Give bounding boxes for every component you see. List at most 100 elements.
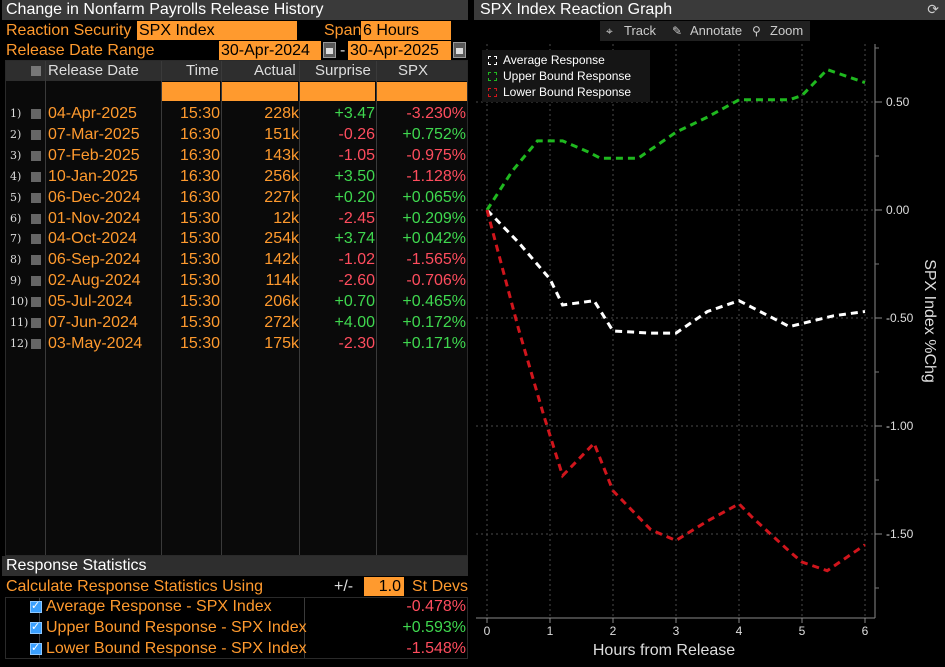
row-checkbox[interactable] — [31, 318, 41, 328]
checkbox-lower-bound[interactable] — [30, 641, 42, 655]
actual-cell: 12k — [273, 209, 299, 227]
table-row[interactable]: 7) 04-Oct-2024 15:30 254k +3.74 +0.042% — [6, 228, 467, 249]
row-checkbox[interactable] — [31, 150, 41, 161]
x-axis-label: Hours from Release — [593, 642, 735, 659]
time-cell: 15:30 — [180, 272, 221, 290]
zoom-button[interactable]: Zoom — [770, 23, 804, 38]
track-button[interactable]: Track — [624, 23, 657, 38]
table-row[interactable]: 4) 10-Jan-2025 16:30 256k +3.50 -1.128% — [6, 166, 467, 187]
spx-chg-cell: +0.171% — [402, 334, 466, 352]
stat-value-average: -0.478% — [406, 598, 466, 615]
release-table: Release Date Time Actual Surprise SPX %C… — [5, 60, 468, 556]
spx-chg-cell: +0.042% — [402, 230, 466, 248]
row-index: 12) — [10, 336, 29, 350]
spx-chg-cell: -1.565% — [406, 251, 466, 269]
actual-cell: 272k — [264, 314, 299, 331]
filter-spx-chg[interactable] — [377, 82, 467, 101]
table-row[interactable]: 8) 06-Sep-2024 15:30 142k -1.02 -1.565% — [6, 249, 467, 270]
row-checkbox[interactable] — [31, 109, 41, 119]
table-row[interactable]: 10) 05-Jul-2024 15:30 206k +0.70 +0.465% — [6, 291, 467, 312]
row-checkbox[interactable] — [31, 255, 41, 266]
y-tick-label: -1.50 — [886, 527, 914, 541]
y-tick-label: -0.50 — [886, 311, 914, 325]
stat-label-average: Average Response - SPX Index — [46, 598, 272, 615]
time-cell: 16:30 — [180, 188, 221, 206]
surprise-cell: -1.02 — [338, 251, 375, 269]
x-tick-label: 4 — [736, 624, 743, 638]
time-cell: 15:30 — [180, 230, 221, 248]
release-date-cell: 07-Mar-2025 — [48, 125, 140, 143]
release-history-panel: Change in Nonfarm Payrolls Release Histo… — [0, 0, 470, 667]
column-header-surprise[interactable]: Surprise — [315, 62, 371, 79]
spx-chg-cell: -0.975% — [406, 146, 466, 164]
column-header-time[interactable]: Time — [186, 62, 219, 79]
release-date-cell: 02-Aug-2024 — [48, 272, 141, 290]
row-index: 1) — [10, 107, 22, 120]
legend-item-lower: Lower Bound Response — [488, 84, 631, 100]
range-end-input[interactable]: 30-Apr-2025 — [348, 41, 451, 60]
checkbox-average[interactable] — [30, 599, 42, 613]
x-tick-label: 6 — [862, 624, 869, 638]
filter-actual[interactable] — [222, 82, 298, 101]
filter-time[interactable] — [162, 82, 220, 101]
crosshair-icon: ⌖ — [606, 24, 613, 38]
row-checkbox[interactable] — [31, 129, 41, 140]
select-all-checkbox[interactable] — [31, 66, 41, 76]
checkbox-upper-bound[interactable] — [30, 620, 42, 634]
pencil-icon: ✎ — [672, 24, 683, 38]
row-index: 10) — [10, 295, 29, 309]
actual-cell: 254k — [264, 230, 299, 248]
range-start-input[interactable]: 30-Apr-2024 — [219, 41, 321, 60]
row-checkbox[interactable] — [31, 276, 41, 287]
time-cell: 15:30 — [180, 334, 221, 352]
table-row[interactable]: 9) 02-Aug-2024 15:30 114k -2.60 -0.706% — [6, 270, 467, 291]
table-row[interactable]: 1) 04-Apr-2025 15:30 228k +3.47 -3.230% — [6, 103, 467, 124]
magnifier-icon: ⚲ — [752, 24, 761, 38]
stdev-input[interactable]: 1.0 — [364, 577, 404, 596]
release-date-cell: 03-May-2024 — [48, 334, 143, 352]
table-row[interactable]: 12) 03-May-2024 15:30 175k -2.30 +0.171% — [6, 333, 467, 354]
row-index: 6) — [10, 211, 22, 225]
y-tick-label: -1.00 — [886, 419, 914, 433]
stat-label-lower-bound: Lower Bound Response - SPX Index — [46, 640, 307, 657]
row-checkbox[interactable] — [31, 297, 41, 308]
row-checkbox[interactable] — [31, 234, 41, 245]
response-statistics-title: Response Statistics — [2, 556, 468, 576]
span-input[interactable]: 6 Hours — [361, 21, 451, 40]
surprise-cell: +4.00 — [334, 314, 375, 331]
spx-chg-cell: +0.209% — [402, 209, 466, 227]
row-checkbox[interactable] — [31, 213, 41, 224]
table-row[interactable]: 6) 01-Nov-2024 15:30 12k -2.45 +0.209% — [6, 208, 467, 229]
time-cell: 15:30 — [180, 314, 221, 331]
release-date-cell: 05-Jul-2024 — [48, 293, 133, 311]
actual-cell: 256k — [264, 167, 299, 185]
table-row[interactable]: 11) 07-Jun-2024 15:30 272k +4.00 +0.172% — [6, 312, 467, 333]
surprise-cell: -2.60 — [338, 272, 375, 290]
actual-cell: 142k — [264, 251, 299, 269]
row-checkbox[interactable] — [31, 171, 41, 182]
spx-chg-cell: +0.172% — [402, 314, 466, 331]
calendar-icon[interactable] — [453, 42, 466, 58]
reaction-security-input[interactable]: SPX Index — [137, 21, 297, 40]
calendar-icon[interactable] — [323, 42, 336, 58]
table-row[interactable]: 3) 07-Feb-2025 16:30 143k -1.05 -0.975% — [6, 145, 467, 166]
surprise-cell: -2.30 — [338, 334, 375, 352]
spx-chg-cell: +0.465% — [402, 293, 466, 311]
filter-surprise[interactable] — [300, 82, 375, 101]
row-checkbox[interactable] — [31, 192, 41, 203]
spx-chg-cell: -3.230% — [406, 105, 466, 122]
y-axis-label: SPX Index %Chg — [921, 259, 938, 383]
column-header-actual[interactable]: Actual — [254, 62, 296, 79]
annotate-button[interactable]: Annotate — [690, 23, 743, 38]
row-index: 8) — [10, 253, 22, 267]
row-index: 2) — [10, 127, 22, 141]
x-tick-label: 2 — [610, 624, 617, 638]
column-header-release-date[interactable]: Release Date — [48, 62, 139, 79]
table-row[interactable]: 5) 06-Dec-2024 16:30 227k +0.20 +0.065% — [6, 187, 467, 208]
table-row[interactable]: 2) 07-Mar-2025 16:30 151k -0.26 +0.752% — [6, 124, 467, 145]
refresh-icon[interactable]: ⟳ — [927, 2, 939, 18]
y-tick-label: 0.50 — [886, 95, 910, 109]
stat-value-upper-bound: +0.593% — [402, 619, 466, 636]
release-date-cell: 04-Apr-2025 — [48, 105, 137, 122]
row-checkbox[interactable] — [31, 338, 41, 349]
